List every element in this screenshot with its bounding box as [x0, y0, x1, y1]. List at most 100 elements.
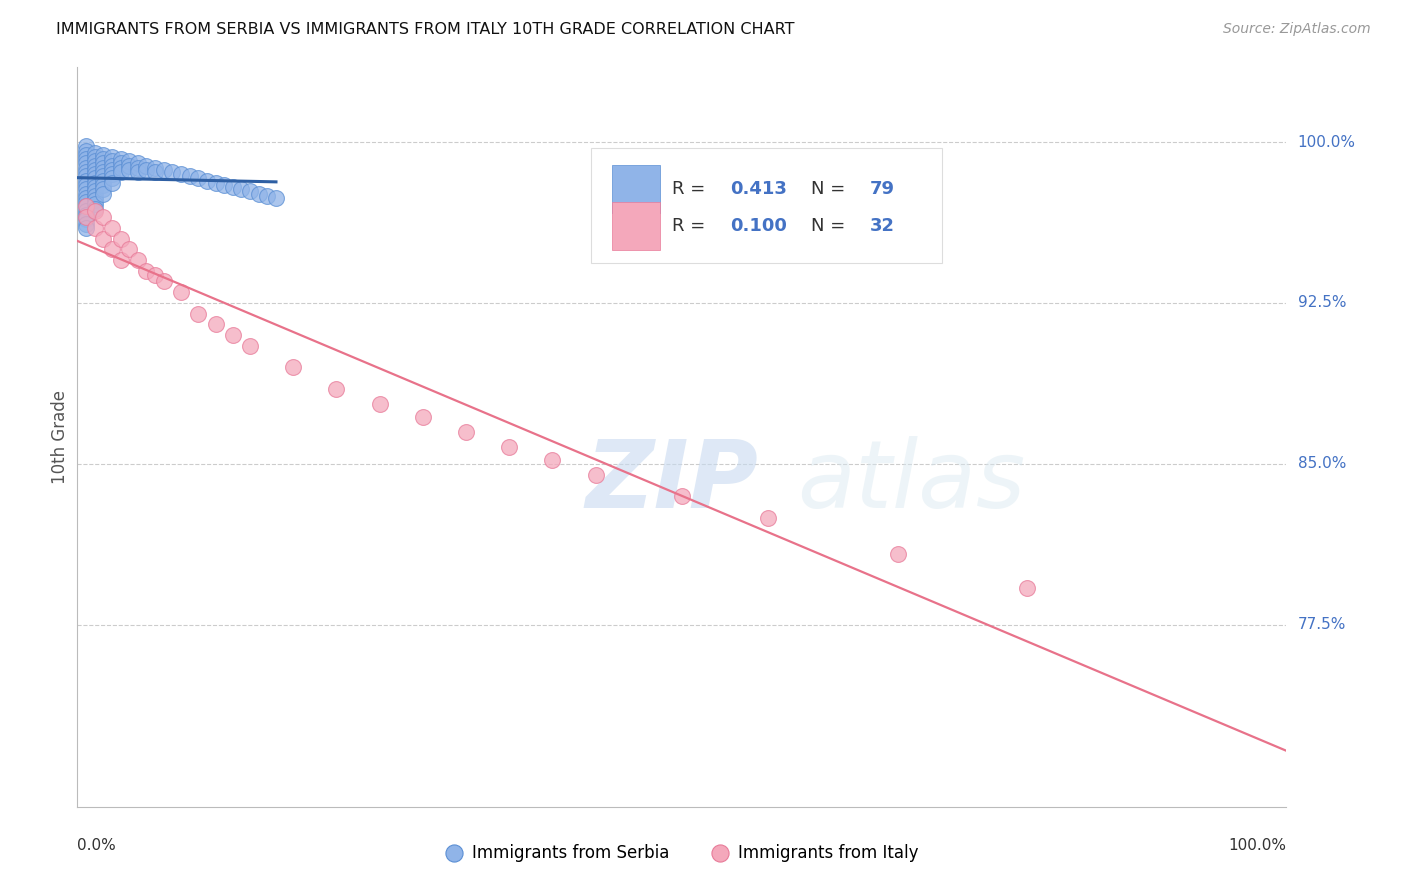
- Point: [75, 152, 97, 166]
- Point: [75, 220, 97, 235]
- Point: [127, 161, 149, 175]
- Legend: Immigrants from Serbia, Immigrants from Italy: Immigrants from Serbia, Immigrants from …: [446, 844, 918, 862]
- Text: 79: 79: [869, 180, 894, 198]
- Point: [110, 253, 132, 268]
- Point: [75, 178, 97, 192]
- Point: [91, 210, 114, 224]
- Point: [498, 440, 520, 454]
- Point: [83, 203, 105, 218]
- Point: [179, 169, 201, 184]
- Point: [118, 242, 141, 256]
- Point: [110, 152, 132, 166]
- Point: [187, 171, 209, 186]
- Point: [75, 212, 97, 227]
- Point: [91, 148, 114, 162]
- Point: [91, 161, 114, 175]
- Point: [91, 178, 114, 192]
- Point: [75, 139, 97, 153]
- Text: 0.413: 0.413: [730, 180, 787, 198]
- Point: [75, 169, 97, 184]
- Text: 0.0%: 0.0%: [77, 838, 117, 853]
- Point: [83, 176, 105, 190]
- Point: [135, 162, 157, 177]
- Point: [1017, 582, 1039, 596]
- Point: [412, 409, 434, 424]
- Point: [110, 156, 132, 170]
- Point: [143, 161, 166, 175]
- Point: [454, 425, 477, 439]
- Point: [127, 253, 149, 268]
- Point: [152, 275, 174, 289]
- Point: [204, 176, 226, 190]
- Point: [91, 156, 114, 170]
- Point: [170, 285, 193, 300]
- Text: atlas: atlas: [797, 436, 1025, 527]
- Point: [212, 178, 235, 192]
- Text: 92.5%: 92.5%: [1298, 295, 1346, 310]
- Point: [75, 182, 97, 196]
- Point: [91, 182, 114, 196]
- Text: IMMIGRANTS FROM SERBIA VS IMMIGRANTS FROM ITALY 10TH GRADE CORRELATION CHART: IMMIGRANTS FROM SERBIA VS IMMIGRANTS FRO…: [56, 22, 794, 37]
- Point: [83, 180, 105, 194]
- Point: [83, 171, 105, 186]
- Point: [283, 360, 305, 375]
- Text: 77.5%: 77.5%: [1298, 617, 1346, 632]
- Point: [101, 167, 124, 181]
- Point: [195, 174, 218, 188]
- Point: [75, 161, 97, 175]
- Point: [110, 161, 132, 175]
- Point: [256, 188, 278, 202]
- Text: 85.0%: 85.0%: [1298, 457, 1346, 471]
- Point: [170, 167, 193, 181]
- Point: [75, 203, 97, 218]
- Point: [118, 162, 141, 177]
- Point: [887, 547, 910, 561]
- Point: [118, 154, 141, 169]
- Text: N =: N =: [811, 180, 851, 198]
- Point: [75, 191, 97, 205]
- Point: [585, 467, 607, 482]
- Point: [231, 182, 253, 196]
- Point: [239, 339, 262, 353]
- Text: ZIP: ZIP: [585, 435, 758, 527]
- Point: [83, 145, 105, 160]
- Point: [118, 159, 141, 173]
- Y-axis label: 10th Grade: 10th Grade: [51, 390, 69, 484]
- Point: [101, 159, 124, 173]
- Point: [222, 328, 245, 343]
- Point: [368, 397, 391, 411]
- Point: [127, 165, 149, 179]
- Point: [143, 165, 166, 179]
- Point: [83, 162, 105, 177]
- Point: [101, 242, 124, 256]
- Point: [83, 197, 105, 211]
- Point: [83, 185, 105, 199]
- Point: [143, 268, 166, 282]
- Point: [75, 199, 97, 213]
- Point: [75, 144, 97, 158]
- Point: [91, 165, 114, 179]
- Point: [75, 165, 97, 179]
- Point: [83, 188, 105, 202]
- Text: 100.0%: 100.0%: [1298, 135, 1355, 150]
- Text: 0.100: 0.100: [730, 217, 787, 235]
- Point: [83, 167, 105, 181]
- Point: [91, 231, 114, 245]
- Point: [91, 152, 114, 166]
- Point: [222, 180, 245, 194]
- Point: [83, 150, 105, 164]
- Point: [101, 176, 124, 190]
- Point: [75, 195, 97, 210]
- Point: [756, 510, 779, 524]
- Point: [83, 154, 105, 169]
- Point: [91, 169, 114, 184]
- Point: [91, 186, 114, 201]
- Point: [75, 174, 97, 188]
- Point: [83, 202, 105, 216]
- Point: [75, 186, 97, 201]
- Point: [83, 193, 105, 207]
- Point: [101, 162, 124, 177]
- Point: [110, 231, 132, 245]
- Point: [239, 185, 262, 199]
- Point: [101, 171, 124, 186]
